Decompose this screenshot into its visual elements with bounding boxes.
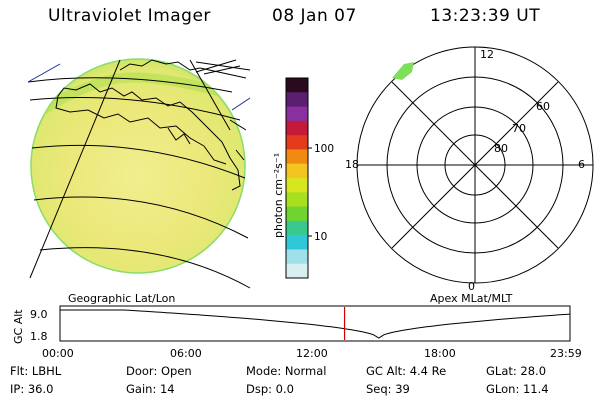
x-tick-1800: 18:00 [424, 347, 456, 360]
colorbar-segment [286, 206, 308, 222]
status-door: Door: Open [126, 364, 192, 378]
time-label: 13:23:39 UT [430, 6, 541, 26]
instrument-title: Ultraviolet Imager [48, 6, 211, 26]
gc-alt-axis-label: GC Alt [12, 309, 25, 344]
colorbar-segment [286, 135, 308, 150]
coastline [55, 59, 241, 191]
colorbar-tick-100: 100 [314, 143, 334, 155]
mlat-label-60: 60 [536, 100, 550, 113]
status-mode: Mode: Normal [246, 364, 327, 378]
mlat-label-80: 80 [494, 142, 508, 155]
y-tick-1-8: 1.8 [30, 330, 48, 343]
colorbar-segment [286, 120, 308, 136]
colorbar-segment [286, 249, 308, 265]
mlt-label-6: 6 [578, 158, 585, 171]
colorbar-segment [286, 78, 308, 93]
colorbar-segment [286, 92, 308, 108]
mlat-label-70: 70 [512, 122, 526, 135]
status-gain: Gain: 14 [126, 382, 175, 396]
status-seq: Seq: 39 [366, 382, 410, 396]
status-dsp: Dsp: 0.0 [246, 382, 294, 396]
colorbar-segment [286, 178, 308, 193]
status-glon: GLon: 11.4 [486, 382, 549, 396]
colorbar-segment [286, 149, 308, 165]
colorbar-segment [286, 106, 308, 122]
colorbar-segment [286, 220, 308, 236]
colorbar-segment [286, 192, 308, 208]
geo-latlon-title: Geographic Lat/Lon [68, 292, 176, 305]
colorbar-segment [286, 163, 308, 179]
apex-mlat-title: Apex MLat/MLT [430, 292, 513, 305]
altitude-curve [60, 309, 571, 339]
colorbar-segment [286, 235, 308, 250]
x-tick-0000: 00:00 [42, 347, 74, 360]
x-tick-1200: 12:00 [296, 347, 328, 360]
x-tick-0600: 06:00 [170, 347, 202, 360]
field-traces [195, 59, 251, 161]
y-tick-9: 9.0 [30, 308, 48, 321]
date-label: 08 Jan 07 [272, 6, 357, 26]
earth-disk [30, 58, 246, 274]
status-ip: IP: 36.0 [10, 382, 54, 396]
mlt-label-12: 12 [480, 48, 494, 61]
status-filter: Flt: LBHL [10, 364, 62, 378]
mlt-label-0: 0 [468, 280, 475, 293]
geo-grid [27, 59, 251, 289]
aurora-patch [392, 62, 414, 80]
mlt-label-18: 18 [345, 158, 359, 171]
colorbar-segment [286, 263, 308, 279]
x-tick-2359: 23:59 [550, 347, 582, 360]
status-glat: GLat: 28.0 [486, 364, 547, 378]
status-gc-alt: GC Alt: 4.4 Re [366, 364, 447, 378]
colorbar: 100 10 photon cm⁻²s⁻¹ [272, 77, 334, 279]
colorbar-unit-label: photon cm⁻²s⁻¹ [272, 153, 285, 238]
colorbar-tick-10: 10 [314, 231, 327, 243]
